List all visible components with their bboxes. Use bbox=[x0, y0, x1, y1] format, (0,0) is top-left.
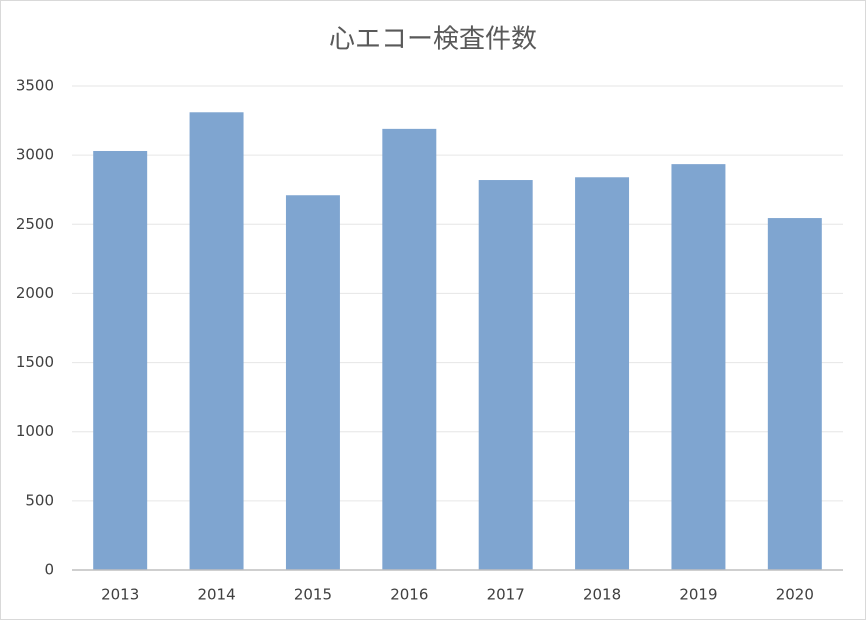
bar bbox=[478, 180, 533, 570]
bar bbox=[189, 112, 244, 570]
y-tick-label: 3000 bbox=[16, 146, 54, 164]
y-tick-label: 2500 bbox=[16, 215, 54, 233]
x-tick-label: 2015 bbox=[294, 586, 332, 604]
x-tick-label: 2017 bbox=[487, 586, 525, 604]
bar bbox=[671, 164, 726, 571]
y-tick-label: 3500 bbox=[16, 77, 54, 95]
x-tick-label: 2013 bbox=[101, 586, 139, 604]
x-tick-label: 2019 bbox=[679, 586, 717, 604]
x-tick-label: 2016 bbox=[390, 586, 428, 604]
x-tick-label: 2020 bbox=[776, 586, 814, 604]
y-tick-label: 0 bbox=[44, 561, 54, 579]
bar bbox=[285, 195, 340, 570]
y-tick-label: 500 bbox=[25, 491, 54, 509]
bar bbox=[575, 177, 630, 571]
y-tick-label: 2000 bbox=[16, 284, 54, 302]
y-tick-label: 1500 bbox=[16, 353, 54, 371]
chart-title: 心エコー検査件数 bbox=[329, 25, 537, 55]
x-tick-label: 2018 bbox=[583, 586, 621, 604]
y-tick-label: 1000 bbox=[16, 422, 54, 440]
bar bbox=[93, 150, 148, 570]
x-tick-label: 2014 bbox=[197, 586, 235, 604]
bar bbox=[767, 218, 822, 570]
bar bbox=[382, 128, 437, 570]
